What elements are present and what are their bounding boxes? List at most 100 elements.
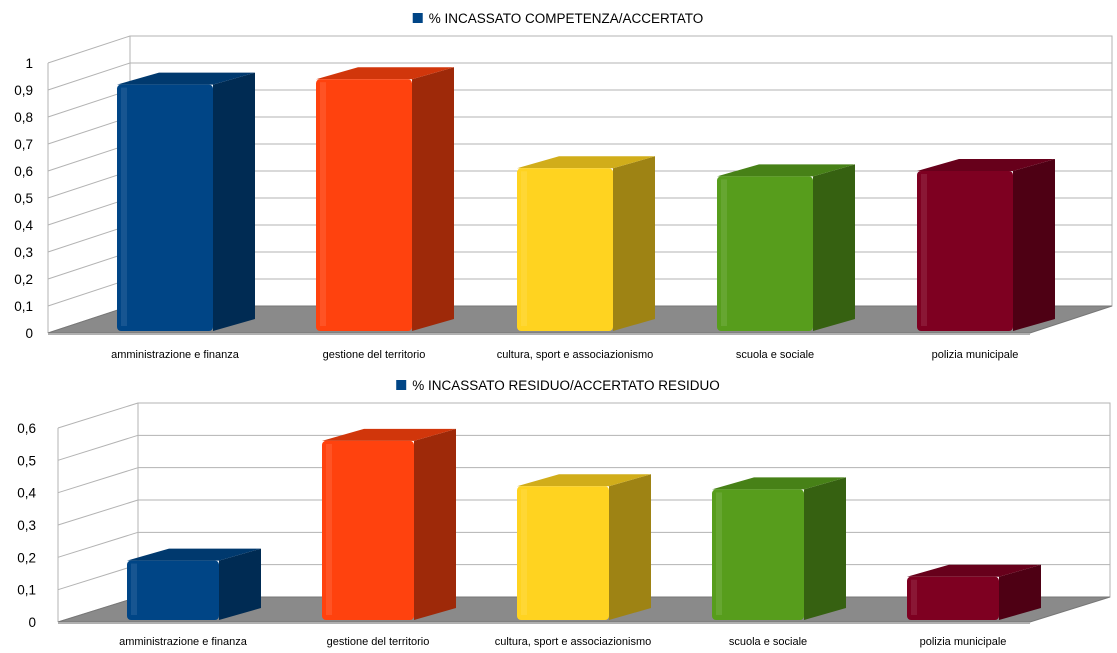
y-tick-label: 0,5	[17, 453, 36, 468]
gridline-side	[47, 251, 131, 280]
bar-front	[712, 489, 804, 620]
bar-top	[907, 564, 1041, 577]
gridline-side	[47, 224, 131, 253]
x-category-label: gestione del territorio	[327, 636, 430, 648]
bar-side	[813, 164, 855, 331]
bar-front	[907, 576, 999, 620]
bar-top	[316, 67, 454, 80]
bar-2	[322, 428, 456, 620]
bar-2	[316, 67, 454, 331]
y-tick-label: 0,9	[14, 83, 33, 98]
x-category-label: cultura, sport e associazionismo	[495, 636, 652, 648]
y-tick-label: 0,6	[17, 421, 36, 436]
bar-3	[517, 156, 655, 331]
y-tick-label: 0,4	[14, 218, 33, 233]
x-category-label: scuola e sociale	[736, 349, 814, 361]
bar-top	[117, 72, 255, 85]
bar-highlight	[716, 492, 722, 615]
bar-front	[117, 84, 213, 331]
gridline-side	[47, 116, 131, 145]
x-category-label: amministrazione e finanza	[111, 349, 240, 361]
y-tick-label: 0,3	[14, 245, 33, 260]
y-tick-label: 0	[28, 615, 36, 630]
gridline-side	[47, 197, 131, 226]
chart-1: % INCASSATO COMPETENZA/ACCERTATO 0 0,1 0,2 0…	[14, 11, 1113, 361]
gridline-side	[57, 434, 139, 461]
y-tick-label: 0,3	[17, 518, 36, 533]
y-tick-label: 0,2	[14, 272, 33, 287]
gridline-side	[47, 170, 131, 199]
bar-highlight	[921, 174, 927, 326]
bar-4	[717, 164, 855, 331]
bar-5	[907, 564, 1041, 620]
y-tick-label: 0	[25, 326, 33, 341]
gridline-side	[57, 531, 139, 558]
bar-5	[917, 159, 1055, 331]
bar-3	[517, 474, 651, 620]
legend-swatch	[412, 13, 423, 23]
bar-1	[127, 548, 261, 620]
bar-front	[127, 560, 219, 620]
gridline-side	[57, 402, 139, 429]
bar-front	[316, 79, 412, 331]
bar-side	[609, 474, 651, 620]
bar-side	[219, 548, 261, 620]
bar-front	[322, 440, 414, 620]
gridline-side	[47, 278, 131, 307]
bar-front	[717, 176, 813, 331]
bar-side	[999, 564, 1041, 620]
bar-highlight	[911, 579, 917, 615]
bar-top	[712, 477, 846, 490]
bar-top	[917, 159, 1055, 171]
bar-highlight	[121, 87, 127, 326]
y-tick-label: 0,1	[14, 299, 33, 314]
floor-edge	[48, 333, 1030, 335]
bar-front	[517, 486, 609, 620]
y-tick-label: 0,8	[14, 110, 33, 125]
y-tick-label: 1	[25, 56, 33, 71]
bar-side	[613, 156, 655, 331]
gridline-side	[47, 89, 131, 118]
bar-top	[127, 548, 261, 561]
x-category-label: cultura, sport e associazionismo	[497, 349, 654, 361]
gridline-side	[57, 499, 139, 526]
bar-top	[517, 156, 655, 169]
bar-side	[414, 428, 456, 620]
bar-highlight	[131, 563, 137, 615]
legend-label: % INCASSATO COMPETENZA/ACCERTATO	[429, 11, 704, 26]
y-tick-label: 0,2	[17, 550, 36, 565]
x-category-label: polizia municipale	[932, 349, 1019, 361]
bar-side	[213, 72, 255, 331]
gridline-side	[47, 62, 131, 91]
bar-highlight	[721, 179, 727, 326]
y-tick-label: 0,5	[14, 191, 33, 206]
bar-side	[412, 67, 454, 331]
gridline-side	[47, 143, 131, 172]
bar-highlight	[521, 489, 527, 615]
x-category-label: amministrazione e finanza	[119, 636, 248, 648]
y-tick-label: 0,6	[14, 164, 33, 179]
floor-edge	[58, 622, 1030, 624]
chart-2: % INCASSATO RESIDUO/ACCERTATO RESIDUO 0 0,…	[17, 378, 1111, 648]
legend-swatch	[396, 380, 407, 390]
y-tick-label: 0,1	[17, 583, 36, 598]
y-tick-label: 0,4	[17, 486, 36, 501]
bar-top	[717, 164, 855, 177]
bar-front	[517, 168, 613, 331]
gridline-side	[57, 467, 139, 494]
gridline-side	[47, 35, 131, 64]
bar-highlight	[326, 443, 332, 615]
x-category-label: gestione del territorio	[323, 349, 426, 361]
legend-label: % INCASSATO RESIDUO/ACCERTATO RESIDUO	[412, 378, 720, 393]
bar-4	[712, 477, 846, 620]
x-category-label: polizia municipale	[920, 636, 1007, 648]
y-tick-label: 0,7	[14, 137, 33, 152]
bar-side	[1013, 159, 1055, 331]
x-category-label: scuola e sociale	[729, 636, 807, 648]
bar-highlight	[320, 82, 326, 326]
bar-highlight	[521, 171, 527, 326]
bar-top	[517, 474, 651, 487]
bar-side	[804, 477, 846, 620]
